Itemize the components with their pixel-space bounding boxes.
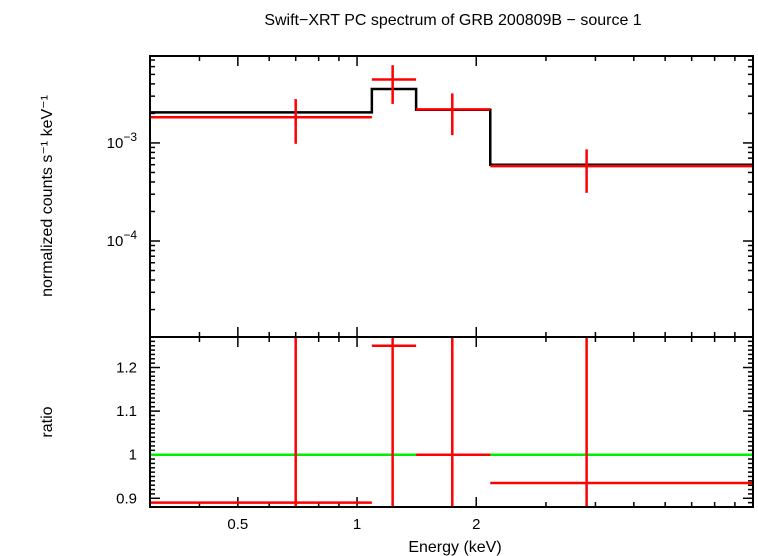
ratio-data-point xyxy=(490,337,753,507)
ratio-y-axis-label: ratio xyxy=(39,406,56,437)
ratio-frame xyxy=(149,336,754,508)
spectrum-y-tick-label: 10−4 xyxy=(107,228,138,250)
spectrum-y-axis-label: normalized counts s⁻¹ keV⁻¹ xyxy=(39,95,56,297)
spectrum-data-point xyxy=(371,65,417,104)
x-tick-label: 2 xyxy=(472,516,480,533)
ratio-y-tick-label: 0.9 xyxy=(116,490,137,507)
chart-title: Swift−XRT PC spectrum of GRB 200809B − s… xyxy=(264,12,641,29)
ratio-data-point xyxy=(150,337,372,507)
x-tick-label: 0.5 xyxy=(227,516,248,533)
ratio-plot-area: 0.5 1 2 0.9 1 1.1 1.2 xyxy=(116,336,754,533)
spectrum-data-point xyxy=(150,99,372,144)
model-step-line xyxy=(150,87,753,166)
spectrum-plot-area: 10−3 10−4 xyxy=(107,55,754,338)
x-tick-label: 1 xyxy=(353,516,361,533)
spectrum-y-tick-label: 10−3 xyxy=(107,130,138,152)
ratio-data-point xyxy=(371,337,417,507)
ratio-data-point xyxy=(416,337,491,507)
ratio-y-tick-label: 1.2 xyxy=(116,360,137,377)
ratio-y-tick-label: 1.1 xyxy=(116,403,137,420)
spectrum-data-point xyxy=(416,93,491,136)
spectrum-data-point xyxy=(490,149,753,193)
ratio-y-tick-label: 1 xyxy=(129,447,137,464)
x-axis-label: Energy (keV) xyxy=(408,539,501,556)
